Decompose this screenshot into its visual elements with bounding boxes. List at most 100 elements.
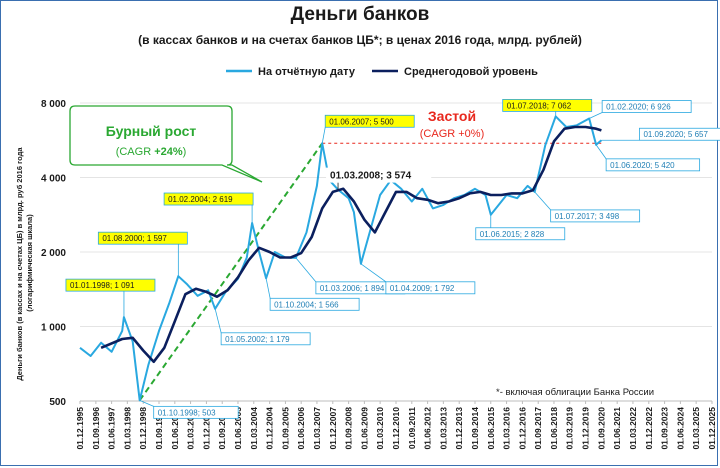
data-label-l2006: 01.03.2006; 1 894 [320,284,385,293]
data-label-box [550,209,641,223]
x-tick-label: 01.03.2010 [375,407,385,450]
x-tick-label: 01.03.2016 [502,407,512,450]
data-label-box [605,158,701,172]
trend-lines [138,142,602,401]
x-tick-label: 01.12.2022 [644,407,654,450]
x-tick-label: 01.03.2007 [312,407,322,450]
data-label-l2004b: 01.10.2004; 1 566 [274,300,339,309]
x-tick-label: 01.03.2001 [186,407,196,450]
data-label-leader [534,191,551,211]
data-label-leader [588,112,603,119]
legend: На отчётную дату Среднегодовой уровень [226,66,538,78]
x-tick-label: 01.12.2007 [328,407,338,450]
data-label-leader [360,263,387,283]
data-label-box [65,278,156,292]
data-label-leader [595,144,607,160]
y-tick-label: 500 [49,397,66,408]
x-tick-label: 01.06.2012 [423,407,433,450]
data-label-l2008: 01.03.2008; 3 574 [330,171,412,182]
x-tick-label: 01.12.2010 [391,407,401,450]
y-tick-label: 2 000 [41,248,66,259]
x-tick-label: 01.03.2025 [691,407,701,450]
x-tick-label: 01.12.2013 [454,407,464,450]
x-tick-label: 01.03.2013 [438,407,448,450]
x-tick-label: 01.06.2000 [170,407,180,450]
x-tick-label: 01.09.2002 [217,407,227,450]
data-label-box [639,127,720,141]
x-tick-label: 01.06.2006 [296,407,306,450]
growth-callout-cagr: (CAGR +24%) [116,146,187,158]
x-tick-label: 01.09.1999 [154,407,164,450]
data-label-box [326,167,432,183]
data-label-leader [265,278,271,299]
data-label-l2020a: 01.02.2020; 6 926 [606,102,671,111]
data-label-box [475,227,566,241]
data-label-leader [139,399,154,407]
x-tick-label: 01.06.2024 [675,407,685,450]
x-tick-label: 01.06.2018 [549,407,559,450]
data-label-l2000: 01.08.2000; 1 597 [102,234,167,243]
data-label-l2017: 01.07.2017; 3 498 [555,212,620,221]
x-tick-label: 01.09.2008 [344,407,354,450]
x-tick-label: 01.06.2003 [233,407,243,450]
data-label-l1998b: 01.10.1998; 503 [158,408,216,417]
growth-callout: Бурный рост (CAGR +24%) [69,105,263,183]
x-tick-label: 01.09.2005 [280,407,290,450]
y-tick-label: 4 000 [41,174,66,185]
x-axis: 01.12.1995 01.09.1996 01.06.1997 01.03.1998… [75,401,717,450]
chart-title: Деньги банков [290,4,430,25]
x-tick-label: 01.12.2019 [581,407,591,450]
data-label-l1998a: 01.01.1998; 1 091 [70,281,135,290]
data-label-box [324,114,415,128]
data-label-l2020b: 01.06.2020; 5 420 [610,161,675,170]
stagnation-title: Застой [428,108,476,124]
x-tick-label: 01.12.2025 [707,407,717,450]
x-tick-label: 01.12.1998 [138,407,148,450]
data-label-box [269,297,360,311]
x-tick-label: 01.03.2004 [249,407,259,450]
stagnation-callout: Застой (CAGR +0%) [420,108,485,140]
footnote: *- включая облигации Банка России [496,387,654,398]
x-tick-label: 01.03.1998 [122,407,132,450]
growth-cagr-suffix: ) [183,146,187,158]
x-tick-label: 01.09.2014 [470,407,480,450]
x-tick-label: 01.09.2023 [660,407,670,450]
y-axis-label: Деньги банков (в кассах и на счетах ЦБ) … [15,145,34,380]
data-label-l2007: 01.06.2007; 5 500 [329,117,394,126]
x-tick-label: 01.09.1996 [91,407,101,450]
legend-label-monthly: На отчётную дату [258,66,356,78]
growth-callout-box [69,105,263,183]
data-label-l2020c: 01.09.2020; 5 657 [643,130,708,139]
growth-cagr-prefix: (CAGR [116,146,155,158]
data-label-leader [321,127,326,144]
series-average-line [100,125,602,364]
y-tick-label: 8 000 [41,99,66,110]
data-label-box [502,99,593,112]
y-tick-label: 1 000 [41,323,66,334]
x-tick-label: 01.12.2016 [517,407,527,450]
x-tick-label: 01.03.2019 [565,407,575,450]
x-tick-label: 01.09.2017 [533,407,543,450]
growth-callout-title: Бурный рост [106,123,197,139]
growth-trend-line [138,142,324,401]
data-label-box [163,192,254,206]
x-tick-label: 01.12.1995 [75,407,85,450]
legend-label-average: Среднегодовой уровень [404,66,538,78]
data-label-box [601,100,692,113]
data-label-l2018: 01.07.2018; 7 062 [507,101,572,110]
data-label-box [97,231,188,245]
x-tick-label: 01.12.2001 [201,407,211,450]
x-tick-label: 01.09.2020 [596,407,606,450]
chart-subtitle: (в кассах банков и на счетах банков ЦБ*;… [138,33,582,47]
x-tick-label: 01.03.2022 [628,407,638,450]
x-tick-label: 01.06.2015 [486,407,496,450]
data-label-l2004a: 01.02.2004; 2 619 [168,195,233,204]
data-label-l2002: 01.05.2002; 1 179 [225,335,290,344]
data-label-box [385,281,476,295]
stagnation-cagr: (CAGR +0%) [420,128,485,140]
data-label-l2009: 01.04.2009; 1 792 [390,284,455,293]
data-label-box [220,332,311,346]
data-label-leader [295,257,317,283]
x-tick-label: 01.06.2021 [612,407,622,450]
